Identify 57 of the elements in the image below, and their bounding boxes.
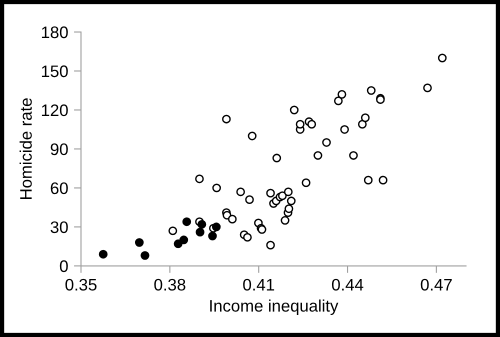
point [278,191,287,200]
point [195,174,204,184]
point [182,217,192,226]
point [266,240,275,250]
point [296,120,305,129]
point [358,120,367,129]
point [212,184,222,192]
point [438,54,447,62]
point [168,226,178,236]
point [272,154,282,162]
point [302,178,310,188]
point [423,84,432,92]
y-axis-title: Homicide rate [20,98,32,199]
point [290,106,299,114]
x-tick-label: 0.41 [243,278,274,291]
point [98,250,108,259]
point [266,188,275,198]
point [222,114,231,124]
point [378,176,388,185]
point [236,187,245,196]
point [208,232,217,240]
point [349,151,358,160]
y-tick-label: 180 [42,26,68,38]
point [245,195,254,204]
point [360,113,370,122]
point [334,96,343,106]
point [314,151,322,160]
point [286,196,296,206]
y-tick-label: 60 [50,182,68,194]
point [364,176,373,185]
point [196,228,204,236]
point [284,187,293,196]
x-tick-label: 0.44 [332,278,364,291]
point [340,125,349,134]
point [248,132,257,140]
point [322,138,331,147]
point [284,204,294,214]
y-tick-label: 30 [50,221,68,234]
point [366,86,376,95]
point [280,216,290,225]
x-axis-title: Income inequality [210,299,338,316]
y-tick-label: 90 [50,143,68,156]
x-tick-label: 0.38 [154,278,186,291]
point [134,238,144,247]
y-tick-label: 120 [42,104,68,116]
point [228,214,237,224]
x-tick-label: 0.47 [420,278,452,291]
point [243,232,252,242]
y-tick-label: 150 [42,65,68,78]
point [197,220,206,229]
point [307,120,316,129]
point [212,222,221,232]
y-tick-label: 0 [60,260,68,272]
point [338,90,346,99]
point [179,236,188,244]
x-tick-label: 0.35 [65,278,97,291]
point [140,251,150,260]
